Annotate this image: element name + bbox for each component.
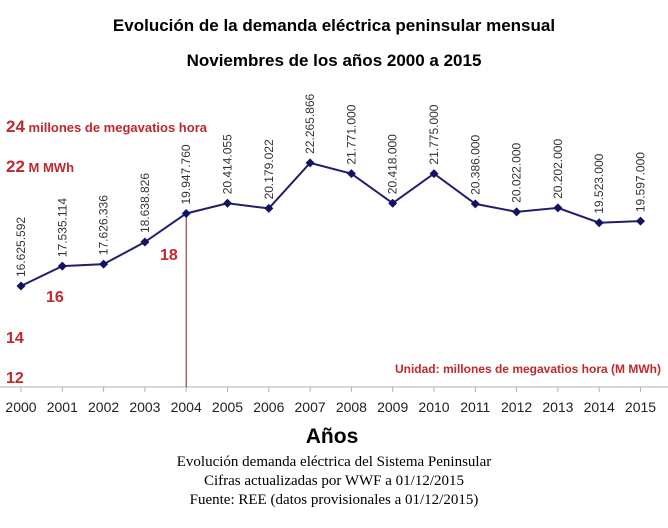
x-tick-label-2009: 2009 xyxy=(377,399,408,415)
data-label-2014: 19.523.000 xyxy=(592,153,606,213)
y-annotation-14: 14 xyxy=(6,330,24,347)
x-axis-title: Años xyxy=(306,425,359,448)
data-point-2009 xyxy=(388,198,398,208)
data-point-2007 xyxy=(305,158,315,168)
data-label-2015: 19.597.000 xyxy=(634,152,648,212)
x-tick-label-2000: 2000 xyxy=(5,399,36,415)
data-label-2011: 20.386.000 xyxy=(468,135,482,195)
chart-subtitle: Noviembres de los años 2000 a 2015 xyxy=(186,51,482,70)
x-tick-label-2004: 2004 xyxy=(171,399,202,415)
x-tick-label-2014: 2014 xyxy=(584,399,615,415)
data-point-2002 xyxy=(99,259,109,269)
x-tick-label-2013: 2013 xyxy=(542,399,573,415)
data-label-2013: 20.202.000 xyxy=(551,139,565,199)
x-tick-label-2002: 2002 xyxy=(88,399,119,415)
x-tick-label-2007: 2007 xyxy=(295,399,326,415)
x-tick-label-2003: 2003 xyxy=(129,399,160,415)
x-tick-label-2015: 2015 xyxy=(625,399,656,415)
y-annotation-22: 22 M MWh xyxy=(6,157,74,176)
chart-title: Evolución de la demanda eléctrica penins… xyxy=(112,16,556,35)
y-annotation-16: 16 xyxy=(46,289,64,306)
data-point-2014 xyxy=(594,218,604,228)
data-label-2000: 16.625.592 xyxy=(14,217,28,277)
x-tick-label-2012: 2012 xyxy=(501,399,532,415)
data-label-2002: 17.626.336 xyxy=(97,195,111,255)
caption-line-2: Cifras actualizadas por WWF a 01/12/2015 xyxy=(203,473,465,489)
x-tick-label-2001: 2001 xyxy=(47,399,78,415)
data-point-2015 xyxy=(636,216,645,226)
y-annotation-24: 24 millones de megavatios hora xyxy=(6,117,208,136)
caption-line-1: Evolución demanda eléctrica del Sistema … xyxy=(176,454,492,470)
y-annotation-12: 12 xyxy=(6,370,24,387)
data-point-2006 xyxy=(264,203,274,213)
y-annotation-18: 18 xyxy=(160,247,178,264)
data-label-2008: 21.771.000 xyxy=(344,104,358,164)
data-label-2009: 20.418.000 xyxy=(386,134,400,194)
x-tick-label-2011: 2011 xyxy=(460,399,490,415)
data-point-2000 xyxy=(16,281,26,291)
data-point-2013 xyxy=(553,203,563,213)
data-label-2007: 22.265.866 xyxy=(303,93,317,153)
data-point-2010 xyxy=(429,169,439,179)
data-point-2008 xyxy=(346,169,356,179)
data-point-2003 xyxy=(140,237,150,247)
data-point-2004 xyxy=(181,208,191,218)
x-tick-label-2008: 2008 xyxy=(336,399,367,415)
data-point-2005 xyxy=(223,198,232,208)
caption-line-3: Fuente: REE (datos provisionales a 01/12… xyxy=(189,492,479,508)
unit-note: Unidad: millones de megavatios hora (M M… xyxy=(395,362,661,376)
data-point-2001 xyxy=(57,261,67,271)
data-point-2012 xyxy=(512,207,522,217)
data-label-2004: 19.947.760 xyxy=(179,144,193,204)
series-line xyxy=(20,161,641,287)
data-label-2012: 20.022.000 xyxy=(510,142,524,202)
x-tick-label-2010: 2010 xyxy=(418,399,449,415)
data-label-2001: 17.535.114 xyxy=(55,198,69,257)
x-tick-label-2005: 2005 xyxy=(212,399,243,415)
data-label-2006: 20.179.022 xyxy=(262,139,276,199)
data-label-2010: 21.775.000 xyxy=(427,104,441,164)
data-label-2003: 18.638.826 xyxy=(138,173,152,233)
x-tick-label-2006: 2006 xyxy=(253,399,284,415)
data-point-2011 xyxy=(470,199,480,209)
data-label-2005: 20.414.055 xyxy=(221,134,235,194)
